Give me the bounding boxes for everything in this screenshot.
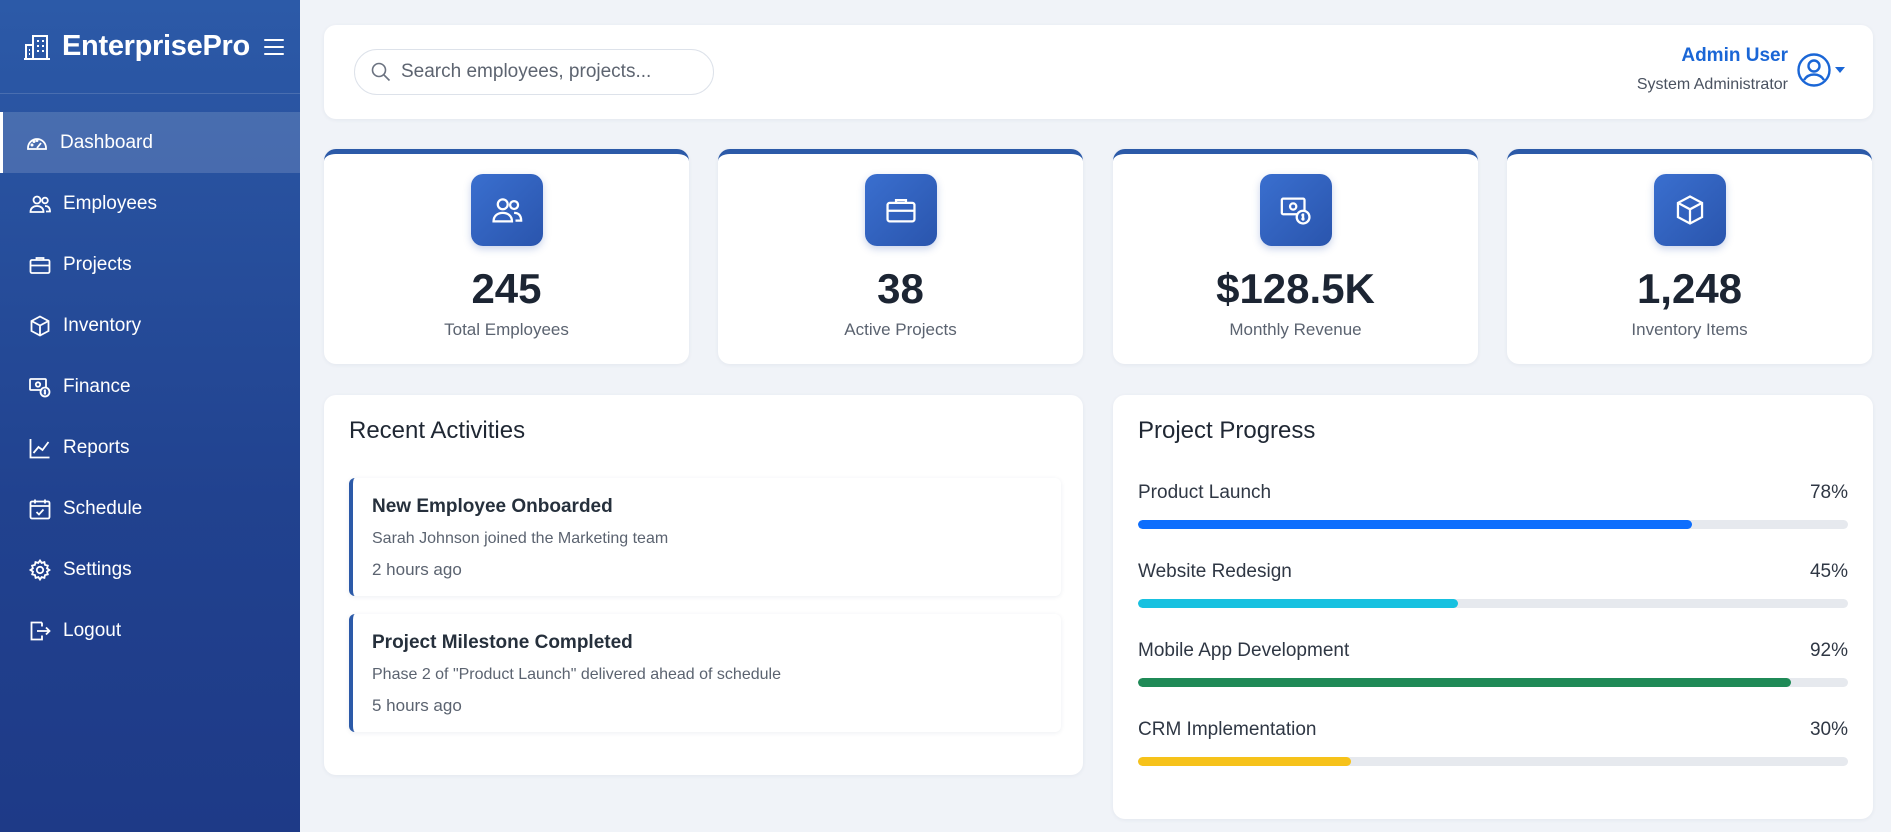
stat-card-projects: 38 Active Projects [718, 149, 1083, 364]
progress-track [1138, 520, 1848, 529]
sidebar-item-label: Inventory [63, 314, 142, 336]
stat-card-inventory: 1,248 Inventory Items [1507, 149, 1872, 364]
activity-title: Project Milestone Completed [372, 632, 633, 653]
line-chart-icon [29, 438, 50, 458]
sidebar-item-label: Reports [63, 436, 130, 458]
progress-percent: 30% [1809, 719, 1848, 740]
progress-track [1138, 599, 1848, 608]
progress-name: Website Redesign [1138, 561, 1292, 582]
sidebar-item-projects[interactable]: Projects [0, 234, 300, 295]
user-role: System Administrator [1636, 76, 1788, 93]
panel-title: Recent Activities [349, 417, 526, 444]
progress-fill [1138, 520, 1692, 529]
stat-icon-box [1653, 174, 1726, 246]
sidebar-item-label: Schedule [63, 497, 143, 519]
progress-item: Website Redesign 45% [1138, 561, 1848, 608]
sidebar-item-reports[interactable]: Reports [0, 417, 300, 478]
sidebar-item-logout[interactable]: Logout [0, 600, 300, 661]
sidebar-item-label: Projects [63, 253, 132, 275]
briefcase-icon [29, 256, 51, 274]
project-progress-panel: Project Progress Product Launch 78% Websi… [1113, 395, 1873, 819]
cash-icon [1280, 197, 1311, 225]
progress-item: CRM Implementation 30% [1138, 719, 1848, 766]
sidebar: EnterprisePro Dashboard Employees Projec… [0, 0, 300, 832]
activity-time: 5 hours ago [372, 696, 462, 715]
progress-percent: 45% [1809, 561, 1848, 582]
sidebar-item-label: Settings [63, 558, 132, 580]
people-icon [29, 195, 51, 213]
cash-icon [29, 377, 51, 397]
progress-item: Mobile App Development 92% [1138, 640, 1848, 687]
progress-track [1138, 757, 1848, 766]
panel-title: Project Progress [1138, 417, 1316, 444]
progress-fill [1138, 757, 1351, 766]
stat-icon-box [470, 174, 543, 246]
progress-name: CRM Implementation [1138, 719, 1317, 740]
progress-percent: 92% [1809, 640, 1848, 661]
menu-toggle-icon[interactable] [263, 38, 284, 55]
progress-item: Product Launch 78% [1138, 482, 1848, 529]
search-icon [371, 62, 391, 82]
brand: EnterprisePro [0, 0, 300, 94]
sidebar-item-label: Logout [63, 619, 122, 641]
app-name: EnterprisePro [62, 30, 250, 62]
stat-label: Inventory Items [1631, 320, 1748, 339]
sidebar-item-employees[interactable]: Employees [0, 173, 300, 234]
stat-label: Monthly Revenue [1229, 320, 1362, 339]
activity-description: Sarah Johnson joined the Marketing team [372, 530, 669, 547]
stat-value: 38 [877, 265, 924, 312]
progress-percent: 78% [1809, 482, 1848, 503]
search-box[interactable] [354, 49, 714, 95]
activity-item[interactable]: New Employee Onboarded Sarah Johnson joi… [349, 478, 1061, 596]
progress-name: Mobile App Development [1138, 640, 1350, 661]
stat-card-employees: 245 Total Employees [324, 149, 689, 364]
stat-value: 1,248 [1636, 265, 1743, 312]
search-input[interactable] [401, 61, 691, 83]
activity-title: New Employee Onboarded [372, 496, 613, 517]
gear-icon [28, 558, 52, 581]
box-icon [30, 314, 50, 337]
user-menu[interactable]: Admin User System Administrator [1637, 45, 1845, 94]
stat-icon-box [864, 174, 937, 246]
people-icon [491, 198, 522, 223]
user-avatar-icon[interactable] [1796, 52, 1832, 88]
activity-time: 2 hours ago [372, 560, 462, 579]
logout-icon [30, 621, 51, 640]
recent-activities-panel: Recent Activities New Employee Onboarded… [324, 395, 1083, 775]
stat-card-revenue: $128.5K Monthly Revenue [1113, 149, 1478, 364]
top-header: Admin User System Administrator [324, 25, 1873, 119]
briefcase-icon [885, 198, 916, 223]
activity-item[interactable]: Project Milestone Completed Phase 2 of "… [349, 614, 1061, 732]
progress-name: Product Launch [1138, 482, 1272, 503]
sidebar-item-settings[interactable]: Settings [0, 539, 300, 600]
gauge-icon [27, 137, 47, 150]
chevron-down-icon[interactable] [1835, 66, 1845, 73]
calendar-check-icon [29, 499, 51, 519]
stat-icon-box [1259, 174, 1332, 246]
sidebar-item-label: Finance [63, 375, 131, 397]
stat-label: Total Employees [444, 320, 569, 339]
stat-value: $128.5K [1216, 265, 1375, 312]
stat-value: 245 [471, 265, 542, 312]
sidebar-item-finance[interactable]: Finance [0, 356, 300, 417]
user-name: Admin User [1681, 45, 1788, 66]
sidebar-item-dashboard[interactable]: Dashboard [0, 112, 300, 173]
sidebar-item-schedule[interactable]: Schedule [0, 478, 300, 539]
progress-fill [1138, 599, 1458, 608]
stat-label: Active Projects [844, 320, 957, 339]
sidebar-item-label: Dashboard [60, 131, 153, 153]
user-info: Admin User System Administrator [1637, 45, 1788, 94]
sidebar-item-label: Employees [63, 192, 157, 214]
sidebar-nav: Dashboard Employees Projects Inventory F… [0, 112, 300, 661]
progress-fill [1138, 678, 1792, 687]
sidebar-item-inventory[interactable]: Inventory [0, 295, 300, 356]
box-icon [1676, 195, 1703, 225]
activity-description: Phase 2 of "Product Launch" delivered ah… [372, 666, 781, 683]
building-icon [24, 34, 50, 60]
progress-track [1138, 678, 1848, 687]
